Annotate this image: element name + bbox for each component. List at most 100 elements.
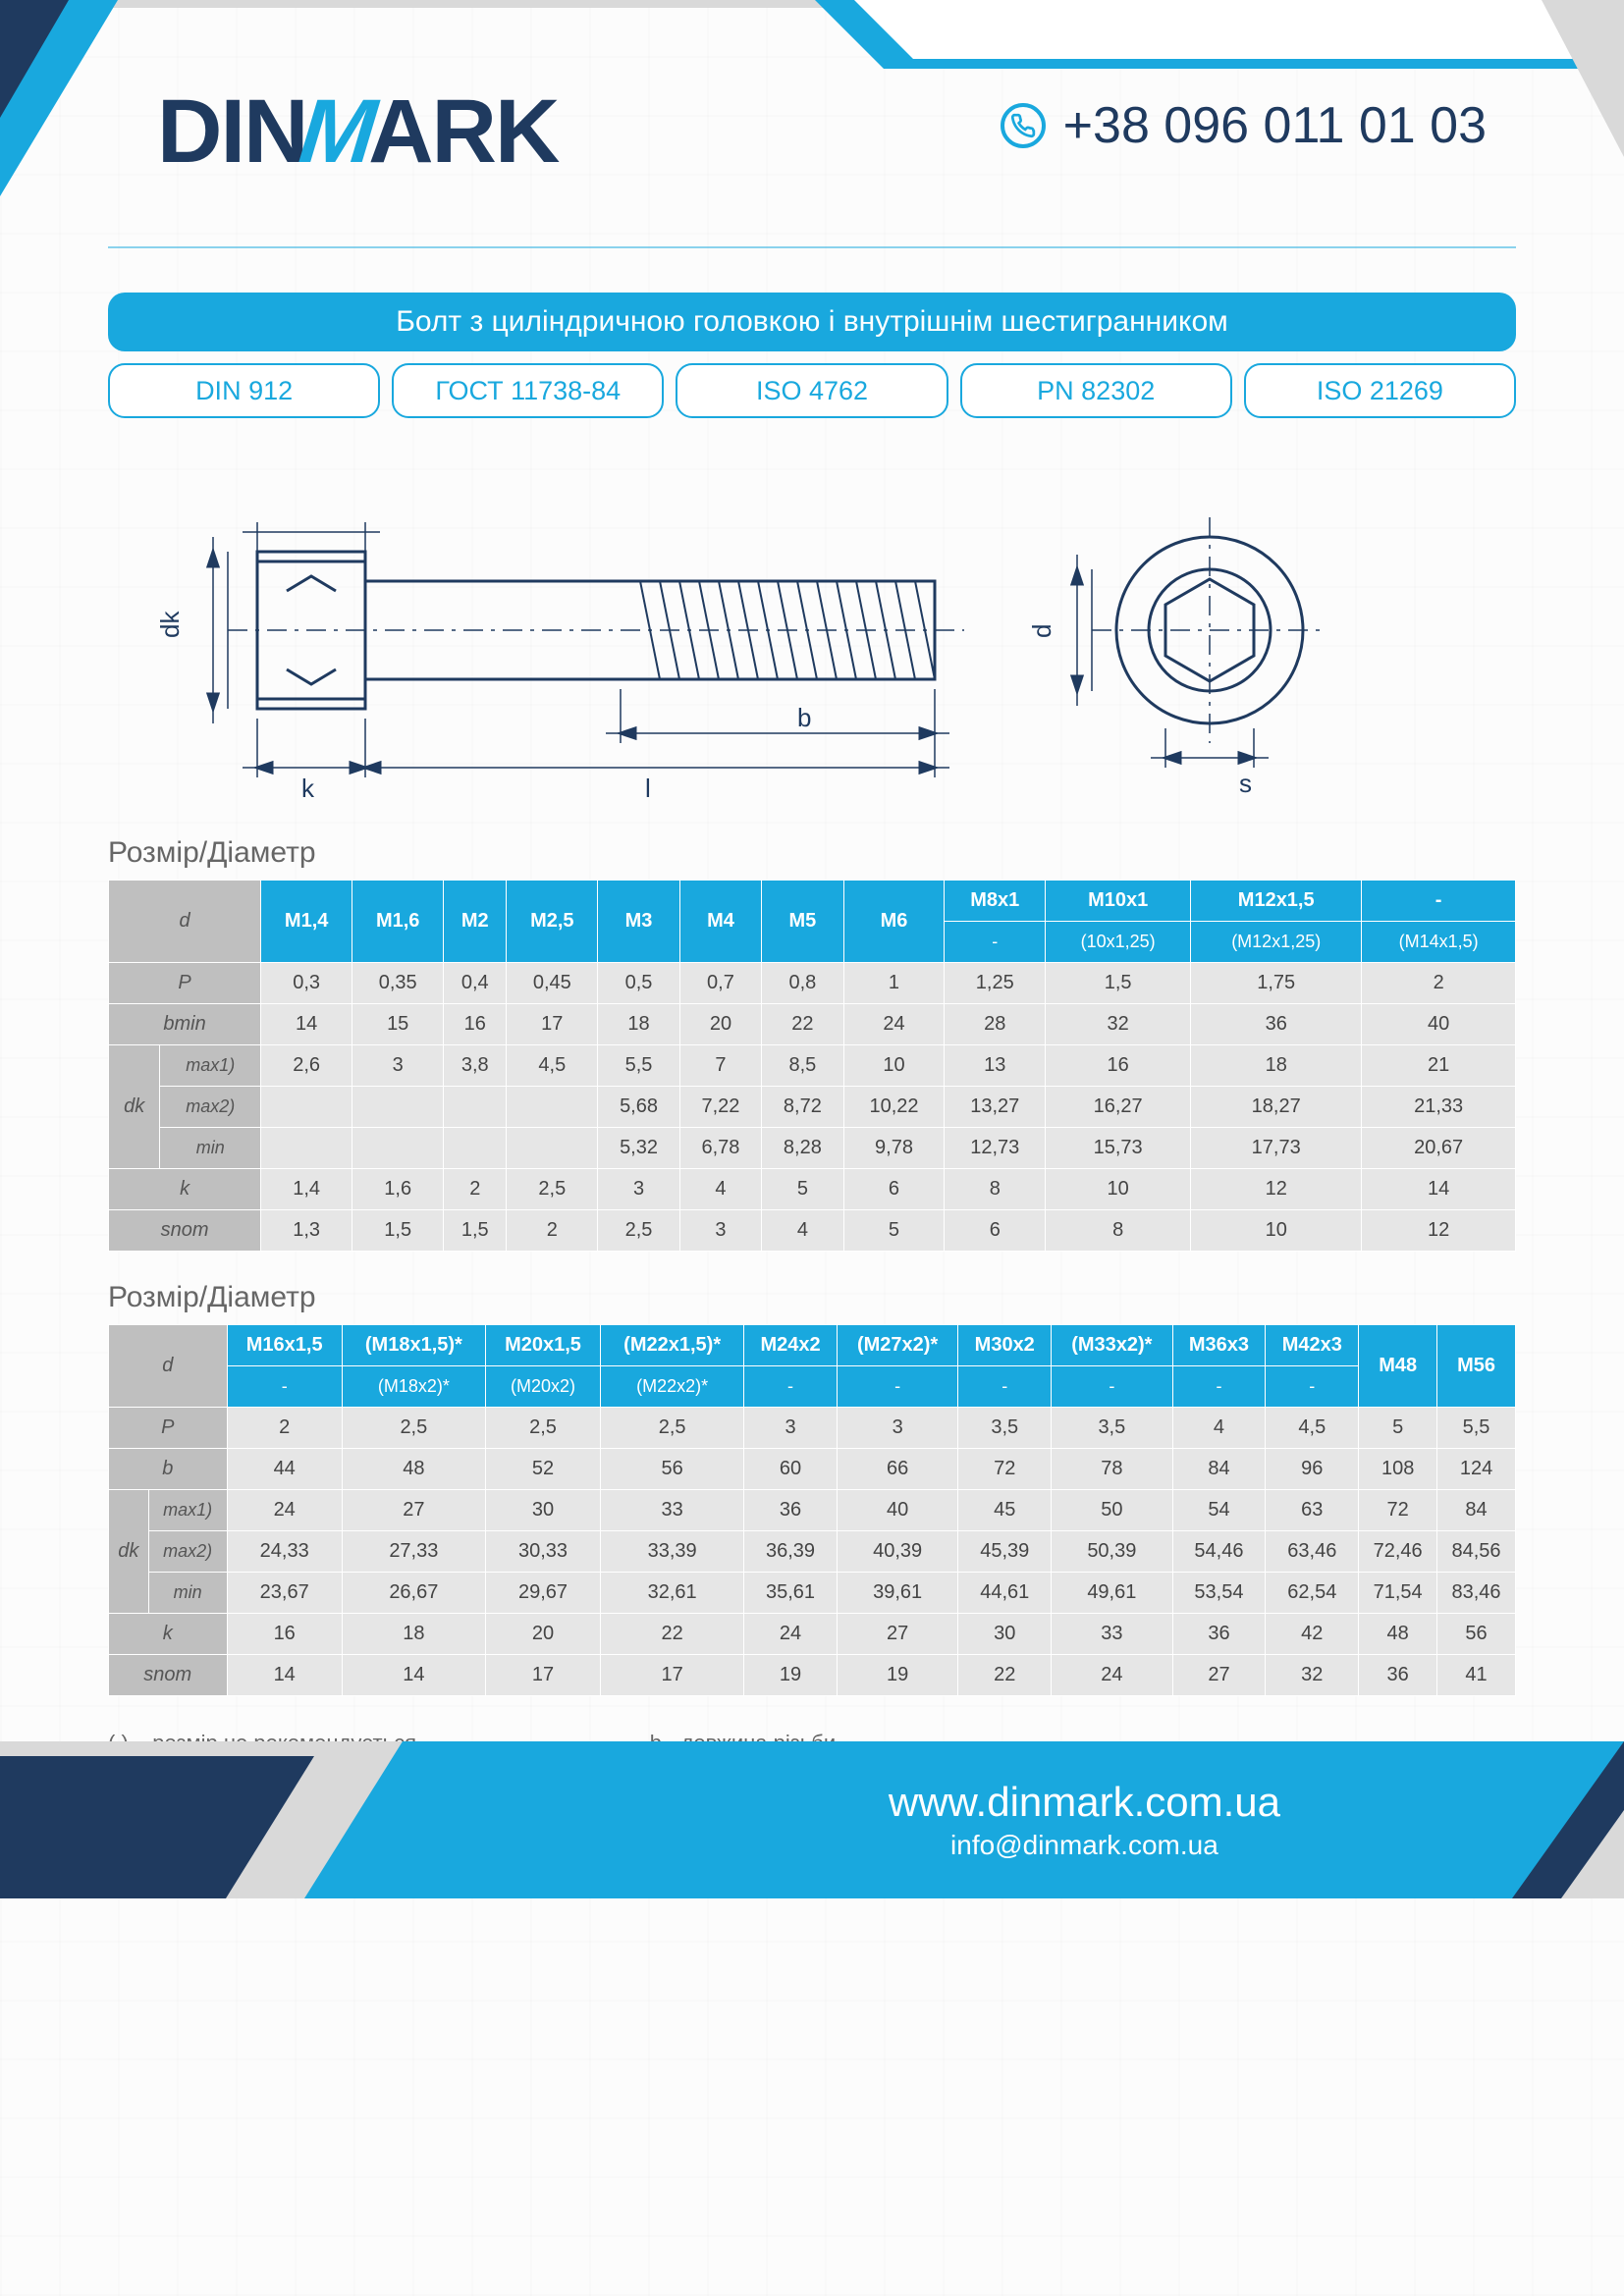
footer: www.dinmark.com.ua info@dinmark.com.ua (0, 1712, 1624, 1898)
footer-shapes (0, 1712, 1624, 1898)
table-cell: 45,39 (958, 1531, 1052, 1573)
table-subheader: - (1266, 1366, 1359, 1408)
table-cell: 78 (1052, 1449, 1172, 1490)
table-cell: 12,73 (945, 1128, 1046, 1169)
table-row-label: bmin (109, 1004, 261, 1045)
table-cell: 24 (744, 1614, 838, 1655)
table-cell: 20 (485, 1614, 600, 1655)
table-cell (261, 1087, 352, 1128)
table-subheader: (M12x1,25) (1191, 922, 1362, 963)
table-row-label: P (109, 963, 261, 1004)
standard-chip: ISO 21269 (1244, 363, 1516, 418)
table-cell: 10 (843, 1045, 945, 1087)
table-cell: 17 (507, 1004, 598, 1045)
table-subheader: - (744, 1366, 838, 1408)
svg-text:d: d (1027, 624, 1056, 638)
table-header: M10x1 (1046, 881, 1191, 922)
standard-chip: ISO 4762 (676, 363, 947, 418)
table-cell: 20,67 (1362, 1128, 1516, 1169)
table-cell: 23,67 (227, 1573, 342, 1614)
table-cell: 32 (1046, 1004, 1191, 1045)
table-cell: 13,27 (945, 1087, 1046, 1128)
table-cell: 1,75 (1191, 963, 1362, 1004)
table-cell: 2 (507, 1210, 598, 1252)
table-cell: 2,5 (507, 1169, 598, 1210)
table-cell: 0,35 (352, 963, 444, 1004)
table-cell: 8 (1046, 1210, 1191, 1252)
table-cell: 27 (342, 1490, 485, 1531)
table-cell: 42 (1266, 1614, 1359, 1655)
table-cell (444, 1087, 507, 1128)
table-cell: 20 (679, 1004, 761, 1045)
table-cell: 63 (1266, 1490, 1359, 1531)
table-cell: 5,5 (598, 1045, 679, 1087)
table-cell: 2,5 (601, 1408, 744, 1449)
table-cell: 4 (762, 1210, 843, 1252)
table-cell: 13 (945, 1045, 1046, 1087)
table-header: M1,6 (352, 881, 444, 963)
table-subheader: (10x1,25) (1046, 922, 1191, 963)
table-cell: 0,8 (762, 963, 843, 1004)
table-cell: 7,22 (679, 1087, 761, 1128)
table-cell: 72,46 (1359, 1531, 1437, 1573)
table-cell: 22 (601, 1614, 744, 1655)
table-cell: 19 (837, 1655, 957, 1696)
table-header: M8x1 (945, 881, 1046, 922)
table-cell (507, 1128, 598, 1169)
table-cell: 17 (485, 1655, 600, 1696)
table-cell: 16 (444, 1004, 507, 1045)
table-cell: 18 (342, 1614, 485, 1655)
table-cell: 24 (1052, 1655, 1172, 1696)
section-title-1: Розмір/Діаметр (108, 836, 1624, 870)
table-row-label: snom (109, 1655, 228, 1696)
table-row-sublabel: min (148, 1573, 227, 1614)
table-cell: 33 (1052, 1614, 1172, 1655)
table-subheader: (M14x1,5) (1362, 922, 1516, 963)
table-cell: 6 (843, 1169, 945, 1210)
table-cell: 52 (485, 1449, 600, 1490)
table-subheader: (M18x2)* (342, 1366, 485, 1408)
table-cell: 4 (679, 1169, 761, 1210)
table-cell: 8,72 (762, 1087, 843, 1128)
table-cell: 6,78 (679, 1128, 761, 1169)
table-subheader: - (958, 1366, 1052, 1408)
table-cell: 0,3 (261, 963, 352, 1004)
table-header: M16x1,5 (227, 1325, 342, 1366)
dimensions-table-2: dM16x1,5(M18x1,5)*M20x1,5(M22x1,5)*M24x2… (108, 1324, 1516, 1696)
table-row-sublabel: max2) (148, 1531, 227, 1573)
table-header: M2,5 (507, 881, 598, 963)
table-cell: 28 (945, 1004, 1046, 1045)
table-cell: 50,39 (1052, 1531, 1172, 1573)
table-cell: 7 (679, 1045, 761, 1087)
phone-number: +38 096 011 01 03 (1063, 96, 1487, 155)
table-cell: 3,5 (958, 1408, 1052, 1449)
table-cell: 0,4 (444, 963, 507, 1004)
table-cell: 30,33 (485, 1531, 600, 1573)
table-cell: 1,5 (1046, 963, 1191, 1004)
svg-text:s: s (1239, 769, 1252, 798)
logo-part-din: DIN (157, 80, 306, 184)
table-cell: 40 (837, 1490, 957, 1531)
table-row-sublabel: max1) (160, 1045, 261, 1087)
table-row-sublabel: max1) (148, 1490, 227, 1531)
table-cell: 48 (1359, 1614, 1437, 1655)
table-row-label: b (109, 1449, 228, 1490)
table-cell: 3 (679, 1210, 761, 1252)
table-cell: 1 (843, 963, 945, 1004)
table-cell: 14 (227, 1655, 342, 1696)
title-text: Болт з циліндричною головкою і внутрішні… (396, 305, 1228, 339)
table-subheader: (M22x2)* (601, 1366, 744, 1408)
table-subheader: - (1172, 1366, 1266, 1408)
logo-part-ark: ARK (368, 80, 558, 184)
table-cell: 36 (1172, 1614, 1266, 1655)
title-bar: Болт з циліндричною головкою і внутрішні… (108, 293, 1516, 351)
table-cell: 5 (843, 1210, 945, 1252)
table-cell: 3,8 (444, 1045, 507, 1087)
table-header: (M22x1,5)* (601, 1325, 744, 1366)
table-cell: 44,61 (958, 1573, 1052, 1614)
table-header: (M33x2)* (1052, 1325, 1172, 1366)
table-cell: 56 (601, 1449, 744, 1490)
table-cell: 10 (1191, 1210, 1362, 1252)
table-cell: 10,22 (843, 1087, 945, 1128)
table-cell: 2,6 (261, 1045, 352, 1087)
